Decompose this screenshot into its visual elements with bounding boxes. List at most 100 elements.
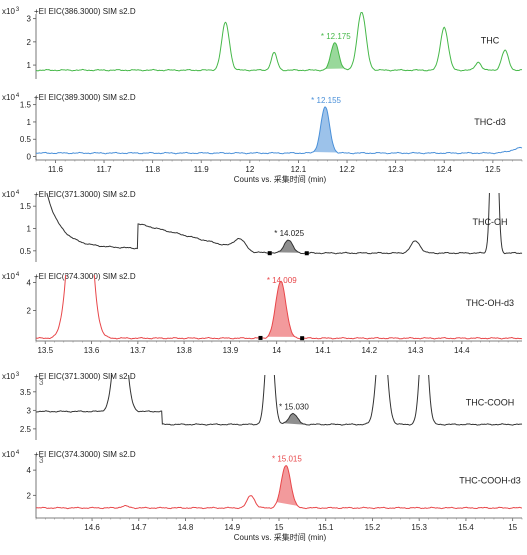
analyte-label: THC-OH — [473, 217, 508, 227]
x-tick-label: 14 — [272, 346, 281, 355]
exponent-base: x10 — [2, 372, 15, 381]
peak-rt-label: * 15.030 — [279, 402, 309, 411]
series-trace — [36, 106, 523, 155]
x-tick-label: 13.8 — [176, 346, 192, 355]
x-tick-label: 14.1 — [315, 346, 331, 355]
panel-header: +EI EIC(371.3000) SIM s2.D — [34, 190, 136, 199]
x-tick-label: 12.3 — [388, 165, 404, 174]
analyte-label: THC-COOH — [466, 397, 515, 407]
integration-marker — [300, 336, 305, 341]
x-tick-label: 14.8 — [178, 523, 194, 532]
y-tick-label: 2 — [27, 491, 32, 500]
x-tick-label: 11.6 — [48, 165, 64, 174]
inner-panel-label: 3 — [39, 456, 44, 465]
x-tick-label: 15.3 — [411, 523, 427, 532]
exponent-base: x10 — [2, 93, 15, 102]
exponent-base: x10 — [2, 450, 15, 459]
integrated-peak-area — [313, 106, 338, 153]
x-tick-label: 12.5 — [485, 165, 501, 174]
y-tick-label: 1 — [27, 118, 32, 127]
chart-panel-5: x103 +EI EIC(371.3000) SIM s2.D3.532.53* … — [2, 372, 523, 440]
integration-marker — [267, 251, 272, 256]
peak-rt-label: * 14.009 — [267, 276, 297, 285]
peak-rt-label: * 15.015 — [272, 455, 302, 464]
y-exponent-label: x103 — [2, 7, 20, 16]
x-tick-label: 15.2 — [365, 523, 381, 532]
x-tick-label: 14.4 — [454, 346, 470, 355]
x-tick-label: 12.1 — [291, 165, 307, 174]
x-tick-label: 15 — [508, 523, 517, 532]
y-tick-label: 1.5 — [20, 202, 32, 211]
x-tick-label: 15 — [275, 523, 284, 532]
x-tick-label: 14.7 — [131, 523, 147, 532]
panel-header: +EI EIC(389.3000) SIM s2.D — [34, 93, 136, 102]
panel-header: +EI EIC(371.3000) SIM s2.D — [34, 372, 136, 381]
chart-panel-3: x104 +EI EIC(371.3000) SIM s2.D1.5 1 0.5 * 1… — [2, 190, 523, 262]
series-trace — [36, 465, 523, 510]
peak-rt-label: * 14.025 — [274, 229, 304, 238]
y-tick-label: 1 — [27, 225, 32, 234]
y-tick-label: 1.5 — [20, 101, 32, 110]
exponent-power: 4 — [16, 190, 20, 196]
x-axis-title: Counts vs. 采集时间 (min) — [234, 532, 327, 542]
x-tick-label: 13.6 — [84, 346, 100, 355]
y-tick-label: 0 — [27, 153, 32, 162]
y-tick-label: 1 — [27, 61, 32, 70]
x-tick-label: 14.6 — [84, 523, 100, 532]
exponent-base: x10 — [2, 7, 15, 16]
series-trace — [36, 12, 523, 72]
x-tick-label: 12.2 — [339, 165, 355, 174]
x-tick-label: 11.8 — [145, 165, 161, 174]
x-tick-label: 15.4 — [458, 523, 474, 532]
analyte-label: THC-COOH-d3 — [459, 475, 521, 485]
exponent-base: x10 — [2, 190, 15, 199]
x-tick-label: 12.4 — [436, 165, 452, 174]
x-tick-label: 14.9 — [224, 523, 240, 532]
exponent-power: 4 — [16, 93, 20, 99]
y-exponent-label: x104 — [2, 450, 20, 459]
integration-marker — [304, 251, 309, 256]
x-tick-label: 15.1 — [318, 523, 334, 532]
peak-rt-label: * 12.155 — [311, 96, 341, 105]
inner-panel-label: 3 — [39, 378, 44, 387]
x-axis-title: Counts vs. 采集时间 (min) — [234, 174, 327, 184]
y-exponent-label: x104 — [2, 272, 20, 281]
y-exponent-label: x103 — [2, 372, 20, 381]
exponent-base: x10 — [2, 272, 15, 281]
panel-header: +EI EIC(386.3000) SIM s2.D — [34, 7, 136, 16]
series-trace — [36, 375, 523, 426]
integrated-peak-area — [276, 465, 298, 506]
x-tick-label: 13.9 — [223, 346, 239, 355]
x-tick-label: 11.7 — [97, 165, 113, 174]
exponent-power: 4 — [16, 450, 20, 456]
chart-panel-2: x104 +EI EIC(389.3000) SIM s2.D1.5 1 0.5 0 * … — [2, 93, 523, 184]
y-tick-label: 4 — [27, 466, 32, 475]
exponent-power: 3 — [16, 7, 20, 13]
y-tick-label: 2 — [27, 38, 32, 47]
panel-header: +EI EIC(374.3000) SIM s2.D — [34, 450, 136, 459]
y-tick-label: 2.5 — [20, 425, 32, 434]
series-trace — [46, 193, 523, 255]
series-trace — [36, 275, 523, 340]
y-tick-label: 0.5 — [20, 247, 32, 256]
x-tick-label: 13.7 — [130, 346, 146, 355]
x-tick-label: 13.5 — [37, 346, 53, 355]
x-tick-label: 14.3 — [408, 346, 424, 355]
integrated-peak-area — [276, 240, 300, 253]
y-tick-label: 2 — [27, 306, 32, 315]
integration-marker — [258, 335, 263, 340]
y-tick-label: 0.5 — [20, 135, 32, 144]
y-tick-label: 3 — [27, 406, 32, 415]
chart-panel-4: x104 +EI EIC(374.3000) SIM s2.D42* 14.009… — [2, 272, 523, 355]
exponent-power: 3 — [16, 372, 20, 378]
integrated-peak-area — [267, 281, 296, 337]
y-exponent-label: x104 — [2, 190, 20, 199]
integrated-peak-area — [281, 413, 308, 425]
analyte-label: THC — [481, 35, 500, 45]
panel-header: +EI EIC(374.3000) SIM s2.D — [34, 272, 136, 281]
y-tick-label: 3.5 — [20, 388, 32, 397]
